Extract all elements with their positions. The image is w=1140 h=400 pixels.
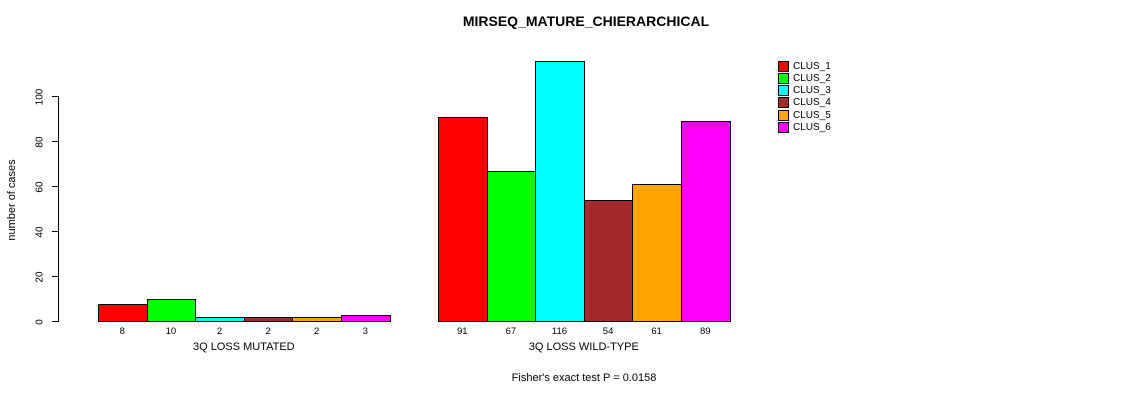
bar-clus_4-group2 [583,200,634,322]
bar-value-label: 2 [314,326,320,337]
legend-swatch-icon [778,109,789,121]
bar-clus_2-group2 [486,170,537,322]
bar-clus_5-group1 [292,317,342,322]
legend-swatch-icon [778,122,789,133]
y-tick-label: 20 [34,270,46,283]
legend-label: CLUS_4 [793,97,831,109]
y-tick-mark [52,231,58,232]
bar-clus_2-group1 [146,299,197,322]
bar-clus_1-group1 [98,303,148,322]
legend-entry-clus_2: CLUS_2 [778,72,831,84]
bar-value-label: 2 [216,326,223,337]
bar-value-label: 67 [505,326,517,337]
bar-value-label: 54 [602,326,614,337]
y-axis-title: number of cases [6,159,18,241]
y-tick-label: 40 [34,225,46,238]
legend-label: CLUS_2 [793,72,831,84]
group-label-1: 3Q LOSS MUTATED [192,341,295,353]
legend-label: CLUS_5 [793,109,831,121]
bar-clus_3-group1 [195,317,245,322]
bar-clus_6-group2 [681,121,731,322]
legend-label: CLUS_6 [793,122,831,133]
bar-clus_1-group2 [438,116,488,322]
legend-label: CLUS_3 [793,85,831,97]
y-tick-mark [52,141,58,142]
legend-swatch-icon [778,60,789,72]
bar-value-label: 8 [119,326,125,337]
bar-clus_5-group2 [632,184,682,322]
y-tick-label: 80 [34,135,46,148]
bar-value-label: 61 [651,326,662,337]
legend-entry-clus_3: CLUS_3 [778,85,831,97]
legend-swatch-icon [778,72,789,84]
y-tick-label: 60 [34,180,46,193]
legend-entry-clus_6: CLUS_6 [778,122,831,134]
y-axis-line [58,96,59,322]
legend-swatch-icon [778,85,789,97]
chart-title: MIRSEQ_MATURE_CHIERARCHICAL [462,13,710,29]
bar-value-label: 10 [165,326,177,337]
group-label-2: 3Q LOSS WILD-TYPE [528,341,639,353]
legend-swatch-icon [778,97,789,109]
y-tick-label: 0 [34,318,46,325]
chart-subtitle: Fisher's exact test P = 0.0158 [511,372,657,384]
bar-value-label: 3 [362,326,368,337]
bar-value-label: 2 [265,326,271,337]
bar-clus_4-group1 [243,317,294,322]
legend-entry-clus_1: CLUS_1 [778,60,831,72]
bar-clus_6-group1 [341,314,391,322]
bar-value-label: 89 [700,326,711,337]
legend-entry-clus_5: CLUS_5 [778,109,831,121]
legend-entry-clus_4: CLUS_4 [778,97,831,109]
y-tick-mark [52,96,58,97]
bar-value-label: 91 [457,326,468,337]
y-tick-mark [52,276,58,277]
y-tick-mark [52,186,58,187]
bar-clus_3-group2 [535,60,585,322]
bar-value-label: 116 [551,326,568,337]
legend-label: CLUS_1 [793,60,831,72]
y-tick-label: 100 [34,88,46,105]
y-tick-mark [52,321,58,322]
